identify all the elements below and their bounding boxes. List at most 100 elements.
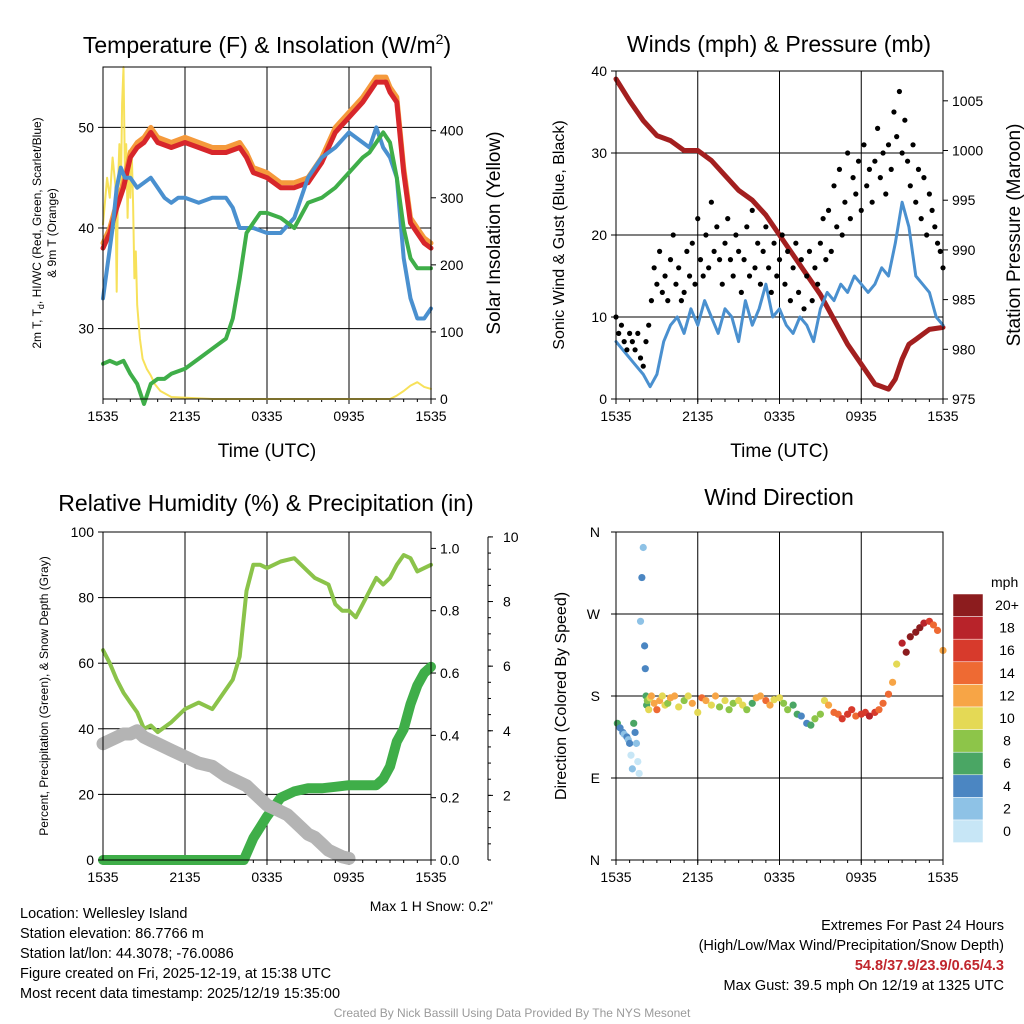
- winds-gust-point: [763, 224, 769, 230]
- winds-gust-point: [640, 363, 646, 369]
- dir-point: [702, 696, 710, 705]
- dir-x-tick-label: 0935: [846, 869, 877, 885]
- winds-gust-point: [915, 166, 922, 172]
- dir-point: [688, 699, 696, 707]
- dir-point: [884, 690, 893, 698]
- winds-gust-point: [798, 257, 804, 263]
- dir-point: [658, 692, 666, 700]
- rh-y-tick-label: 60: [78, 655, 94, 671]
- speed-legend-swatch: [952, 684, 984, 708]
- winds-gust-point: [629, 339, 635, 345]
- dir-point: [797, 712, 805, 720]
- dir-point: [811, 715, 819, 723]
- station-info: Location: Wellesley Island Station eleva…: [20, 904, 340, 1004]
- dir-point: [852, 712, 860, 720]
- temp-x-tick-label: 1535: [415, 408, 446, 424]
- extremes-info: Extremes For Past 24 Hours (High/Low/Max…: [699, 916, 1004, 996]
- dir-point: [807, 721, 815, 729]
- dir-point: [725, 706, 733, 714]
- winds-x-tick-label: 2135: [682, 408, 713, 424]
- winds-gust-point: [934, 240, 941, 246]
- speed-legend-swatch: [952, 819, 984, 843]
- winds-gust-point: [831, 183, 837, 189]
- dir-y-tick-label: N: [590, 524, 600, 540]
- winds-gust-point: [684, 248, 690, 254]
- winds-gust-point: [823, 257, 829, 263]
- elevation-text: Station elevation: 86.7766 m: [20, 926, 204, 942]
- winds-gust-point: [776, 257, 783, 263]
- winds-gust-point: [648, 298, 655, 304]
- winds-gust-point: [899, 150, 905, 156]
- winds-gust-point: [817, 240, 823, 246]
- temp-y2-tick-label: 0: [440, 391, 448, 407]
- winds-gust-point: [673, 281, 679, 287]
- dir-point: [684, 692, 692, 700]
- dir-point: [933, 626, 942, 635]
- winds-gust-point: [877, 175, 883, 181]
- winds-y2-tick-label: 975: [952, 391, 976, 407]
- temp-y-tick-label: 40: [78, 220, 94, 236]
- winds-gust-point: [812, 265, 818, 271]
- winds-gust-point: [618, 322, 625, 328]
- winds-gust-point: [785, 248, 791, 254]
- winds-gust-point: [632, 347, 638, 353]
- winds-gust-point: [869, 199, 875, 205]
- rh-x-tick-label: 1535: [87, 869, 118, 885]
- speed-legend-label: 10: [999, 710, 1015, 726]
- winds-gust-point: [686, 273, 693, 279]
- winds-y-tick-label: 0: [599, 391, 607, 407]
- winds-gust-point: [910, 142, 916, 148]
- winds-gust-point: [659, 289, 665, 295]
- created-text: Figure created on Fri, 2025-12-19, at 15…: [20, 966, 332, 982]
- speed-legend-swatch: [952, 751, 984, 776]
- winds-gust-point: [736, 248, 742, 254]
- winds-gust-point: [730, 273, 736, 279]
- rh-y-tick-label: 20: [78, 786, 94, 802]
- winds-gust-point: [719, 281, 725, 287]
- winds-gust-point: [825, 207, 832, 213]
- winds-gust-point: [667, 257, 674, 263]
- temp-series-td: [101, 130, 433, 406]
- speed-legend-label: 2: [1003, 800, 1011, 816]
- winds-gust-point: [850, 175, 856, 181]
- temp-series-9m-t: [100, 74, 434, 246]
- winds-gust-point: [842, 199, 848, 205]
- temp-y2-axis-label: Solar Insolation (Yellow): [484, 131, 505, 334]
- temp-y-axis-label: 2m T, Td, HI/WC (Red, Green, Scarlet/Blu…: [30, 117, 46, 348]
- dir-point: [675, 703, 683, 711]
- winds-gust-point: [929, 207, 935, 213]
- speed-legend-swatch: [952, 797, 984, 821]
- dir-title: Wind Direction: [704, 484, 854, 510]
- rh-x-tick-label: 0935: [333, 869, 364, 885]
- winds-gust-point: [746, 273, 753, 279]
- dir-x-tick-label: 1535: [927, 869, 958, 885]
- speed-legend-swatch: [952, 616, 984, 640]
- winds-gust-point: [896, 88, 903, 95]
- winds-gust-point: [768, 289, 774, 295]
- winds-gust-point: [651, 265, 657, 271]
- dir-point: [893, 660, 901, 668]
- temp-x-tick-label: 0935: [333, 408, 364, 424]
- dir-x-tick-label: 2135: [682, 869, 713, 885]
- dir-y-tick-label: S: [591, 688, 600, 704]
- dir-point: [729, 699, 737, 707]
- temp-y-axis-label-line2: & 9m T (Orange): [45, 188, 59, 278]
- winds-gust-point: [681, 289, 687, 295]
- speed-legend-swatch: [952, 774, 984, 798]
- temp-y2-tick-label: 400: [440, 123, 464, 139]
- dir-point: [627, 751, 635, 759]
- winds-gust-point: [774, 273, 780, 279]
- dir-y-tick-label: N: [590, 852, 600, 868]
- dir-point: [715, 703, 724, 711]
- speed-legend-label: 18: [999, 620, 1015, 636]
- winds-gust-point: [913, 199, 919, 205]
- dir-point: [641, 665, 649, 673]
- dir-y-tick-label: E: [591, 770, 600, 786]
- winds-gust-point: [733, 232, 739, 238]
- temp-y-tick-label: 30: [78, 321, 94, 337]
- temp-x-tick-label: 1535: [87, 408, 118, 424]
- winds-gust-point: [820, 216, 826, 222]
- winds-gust-point: [757, 281, 764, 287]
- winds-gust-point: [695, 216, 701, 222]
